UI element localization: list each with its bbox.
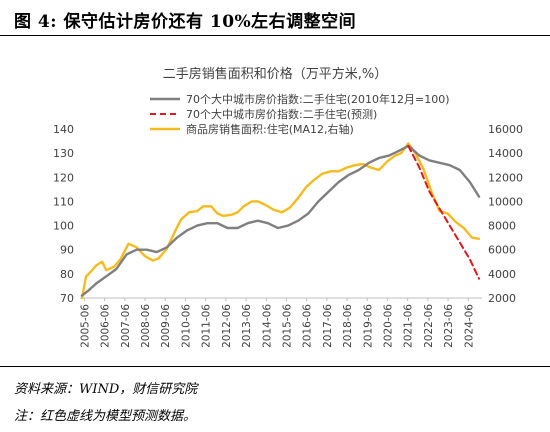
x-tick-label: 2014-06 (261, 304, 273, 348)
x-tick-label: 2012-06 (221, 304, 233, 348)
x-tick-label: 2006-06 (100, 304, 112, 348)
x-tick-label: 2008-06 (140, 304, 152, 348)
x-tick-label: 2023-06 (443, 304, 455, 348)
y-right-tick-label: 2000 (488, 292, 516, 305)
figure-caption: 图 4: 保守估计房价还有 10%左右调整空间 (0, 0, 550, 36)
chart-axes: 70 80 90 100 110 120 130 140 2000 4000 6000 8000 100… (53, 123, 523, 348)
y-left-tick-label: 70 (60, 292, 74, 305)
x-tick-label: 2022-06 (423, 304, 435, 348)
x-tick-label: 2018-06 (342, 304, 354, 348)
legend-label: 70个大中城市房价指数:二手住宅(2010年12月=100) (186, 92, 450, 106)
chart-title: 二手房销售面积和价格（万平方米,%） (163, 66, 388, 82)
x-tick-label: 2019-06 (362, 304, 374, 348)
series-line-price-forecast (407, 144, 480, 280)
y-right-tick-label: 4000 (488, 268, 516, 281)
source-note: 资料来源：WIND，财信研究院 (14, 382, 198, 397)
chart-svg: 二手房销售面积和价格（万平方米,%） 70个大中城市房价指数:二手住宅(2010… (53, 66, 523, 348)
x-tick-label: 2009-06 (160, 304, 172, 348)
y-right-tick-label: 10000 (488, 195, 523, 208)
y-left-tick-label: 140 (53, 123, 74, 136)
x-tick-label: 2010-06 (180, 304, 192, 348)
x-tick-label: 2021-06 (403, 304, 415, 348)
footer-divider (0, 366, 550, 367)
x-tick-label: 2017-06 (322, 304, 334, 348)
y-right-tick-label: 16000 (488, 123, 523, 136)
y-left-tick-label: 130 (53, 147, 74, 160)
y-right-tick-label: 14000 (488, 147, 523, 160)
y-left-tick-label: 80 (60, 268, 74, 281)
y-left-tick-label: 120 (53, 171, 74, 184)
y-right-tick-label: 6000 (488, 244, 516, 257)
x-tick-label: 2007-06 (120, 304, 132, 348)
y-left-tick-label: 90 (60, 244, 74, 257)
x-tick-label: 2011-06 (201, 304, 213, 348)
y-right-tick-label: 12000 (488, 171, 523, 184)
legend-label: 70个大中城市房价指数:二手住宅(预测) (186, 107, 377, 121)
x-tick-label: 2020-06 (382, 304, 394, 348)
x-tick-label: 2015-06 (281, 304, 293, 348)
x-tick-label: 2005-06 (79, 304, 91, 348)
series-line-price-index (80, 144, 481, 297)
chart-container: 二手房销售面积和价格（万平方米,%） 70个大中城市房价指数:二手住宅(2010… (0, 36, 550, 366)
chart-legend: 70个大中城市房价指数:二手住宅(2010年12月=100)70个大中城市房价指… (150, 92, 450, 136)
legend-label: 商品房销售面积:住宅(MA12,右轴) (186, 122, 354, 136)
y-right-tick-label: 8000 (488, 220, 516, 233)
y-left-tick-label: 110 (53, 195, 74, 208)
x-tick-label: 2024-06 (463, 304, 475, 348)
chart-plot-area (80, 142, 481, 300)
y-left-tick-label: 100 (53, 220, 74, 233)
x-tick-label: 2016-06 (302, 304, 314, 348)
series-line-sales-area (80, 142, 481, 300)
x-tick-label: 2013-06 (241, 304, 253, 348)
footnote: 注：红色虚线为模型预测数据。 (14, 409, 197, 424)
